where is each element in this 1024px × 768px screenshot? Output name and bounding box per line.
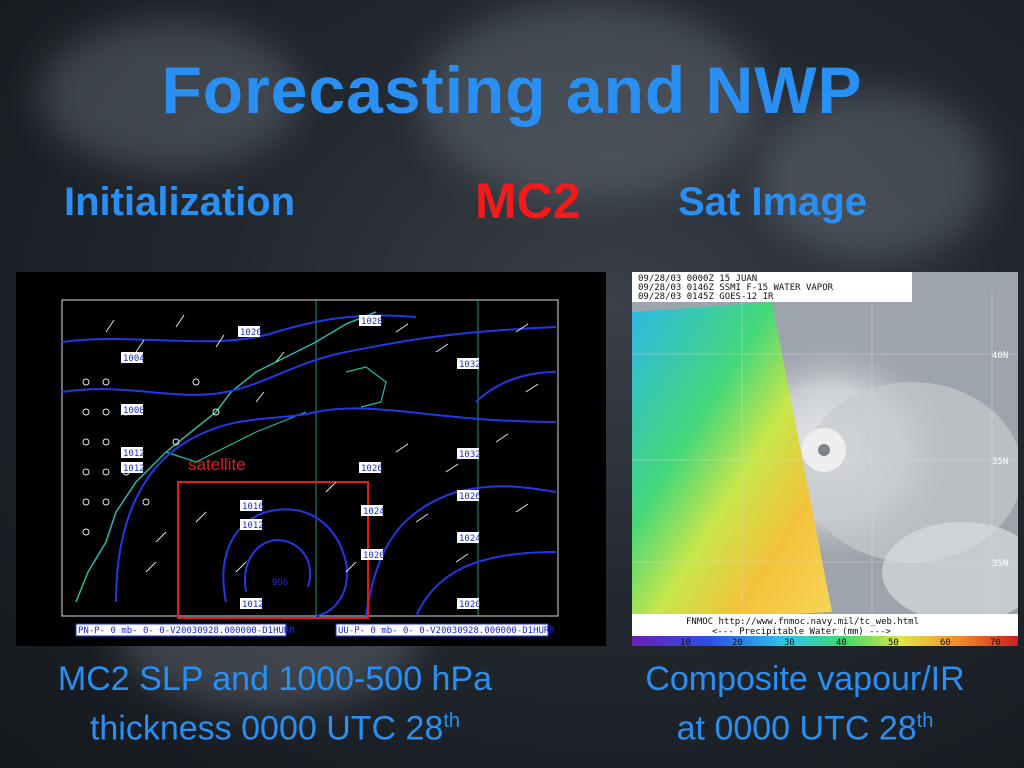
latitude-label: 40N	[992, 351, 1008, 361]
pressure-label: 1024	[459, 534, 481, 544]
sat-header-line: 09/28/03 0146Z SSMI F-15 WATER VAPOR	[638, 283, 834, 293]
pressure-label: 1026	[459, 492, 481, 502]
precipitable-water-scale	[632, 636, 1018, 646]
pressure-label: 1028	[361, 317, 383, 327]
slide-title: Forecasting and NWP	[161, 53, 863, 127]
pressure-label: 1016	[242, 502, 264, 512]
scale-tick: 50	[888, 638, 899, 646]
caption-left-line2: thickness 0000 UTC 28	[89, 709, 444, 748]
latitude-label: 35N	[992, 457, 1008, 467]
caption-right-sup: th	[916, 710, 934, 732]
scale-tick: 30	[784, 638, 795, 646]
pressure-label: 1024	[363, 507, 385, 517]
pressure-label: 1032	[459, 450, 481, 460]
satellite-image-panel: 09/28/03 0000Z 15 JUAN 09/28/03 0146Z SS…	[632, 272, 1018, 646]
pressure-label: 1012	[242, 521, 264, 531]
caption-right: Composite vapour/IR at 0000 UTC 28th	[600, 658, 1010, 749]
map-footer-right: UU-P- 0 mb- 0- 0-V20030928.000000-D1HURR	[338, 626, 555, 636]
scale-tick: 40	[836, 638, 847, 646]
caption-right-line1: Composite vapour/IR	[645, 660, 965, 698]
scale-tick: 60	[940, 638, 951, 646]
background-cloud	[760, 90, 990, 260]
caption-left-sup: th	[443, 710, 461, 732]
scale-tick: 20	[732, 638, 743, 646]
caption-right-line2-wrap: at 0000 UTC 28th	[600, 700, 1010, 749]
pressure-label-low: 996	[272, 578, 288, 588]
satellite-box-label: satellite	[188, 455, 246, 474]
satellite-image: 09/28/03 0000Z 15 JUAN 09/28/03 0146Z SS…	[632, 272, 1018, 646]
latitude-label: 35N	[992, 559, 1008, 569]
background-cloud	[420, 0, 760, 200]
caption-right-line2: at 0000 UTC 28	[676, 709, 917, 748]
pressure-label: 1012	[123, 449, 145, 459]
pressure-label: 1020	[363, 551, 385, 561]
pressure-label: 1032	[459, 360, 481, 370]
background-cloud	[40, 20, 300, 170]
map-footer-left: PN-P- 0 mb- 0- 0-V20030928.000000-D1HURR	[78, 626, 295, 636]
scale-tick: 70	[990, 638, 1001, 646]
sat-footer-url: FNMOC http://www.fnmoc.navy.mil/tc_web.h…	[686, 617, 919, 627]
subtitle-initialization: Initialization	[64, 180, 296, 224]
pressure-label: 1012	[242, 600, 264, 610]
pressure-label: 1020	[240, 328, 262, 338]
sat-footer-scale-title: <--- Precipitable Water (mm) --->	[712, 627, 891, 637]
scale-tick: 10	[680, 638, 691, 646]
sat-header-line: 09/28/03 0000Z 15 JUAN	[638, 274, 757, 284]
pressure-label: 1004	[123, 354, 145, 364]
pressure-label: 1026	[361, 464, 383, 474]
caption-left: MC2 SLP and 1000-500 hPa thickness 0000 …	[10, 658, 540, 749]
mc2-map-panel: satellite 1020 1004 100	[16, 272, 606, 646]
sat-header-line: 09/28/03 0145Z GOES-12 IR	[638, 292, 774, 302]
pressure-label: 1008	[123, 406, 145, 416]
caption-left-line1: MC2 SLP and 1000-500 hPa	[57, 660, 493, 698]
pressure-label: 1012	[123, 464, 145, 474]
mc2-map: satellite 1020 1004 100	[61, 299, 559, 637]
caption-left-line2-wrap: thickness 0000 UTC 28th	[10, 700, 540, 749]
pressure-label: 1020	[459, 600, 481, 610]
pressure-labels: 1020 1004 1008 1012 1012 1016 1012 1012 …	[121, 315, 481, 610]
subtitle-sat-image: Sat Image	[678, 180, 867, 224]
subtitle-mc2: MC2	[475, 173, 581, 229]
